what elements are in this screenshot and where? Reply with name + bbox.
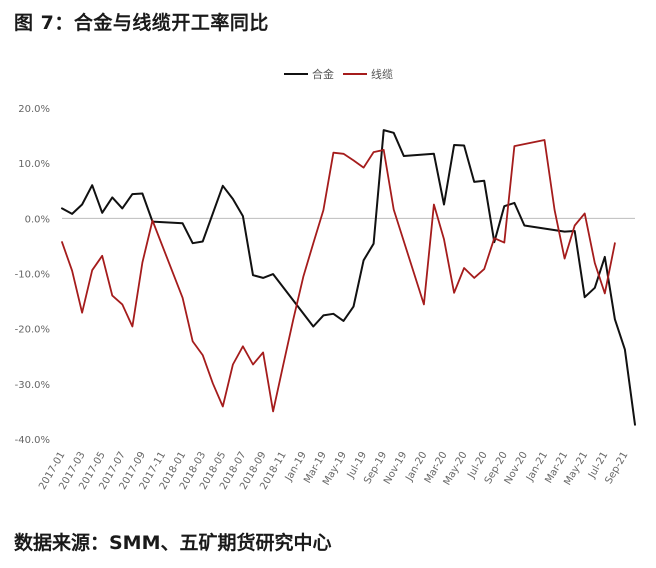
figure-title: 图 7：合金与线缆开工率同比 <box>14 12 269 34</box>
y-tick-label: -20.0% <box>15 325 50 336</box>
y-tick-label: 0.0% <box>25 214 50 225</box>
legend-label: 线缆 <box>371 67 393 81</box>
data-source-note: 数据来源：SMM、五矿期货研究中心 <box>14 532 332 554</box>
y-tick-label: -30.0% <box>15 380 50 391</box>
chart-container: 合金 线缆 20.0% 10.0% 0.0% -10.0% -20.0% -30.0% -40… <box>0 50 656 520</box>
y-axis: 20.0% 10.0% 0.0% -10.0% -20.0% -30.0% -40.0% <box>15 104 50 446</box>
y-tick-label: 20.0% <box>18 104 50 115</box>
y-tick-label: -40.0% <box>15 435 50 446</box>
y-tick-label: 10.0% <box>18 159 50 170</box>
series-line-cable <box>61 139 616 413</box>
line-chart: 合金 线缆 20.0% 10.0% 0.0% -10.0% -20.0% -30.0% -40… <box>15 67 636 492</box>
x-axis: 2017-012017-032017-052017-072017-092017-… <box>37 217 635 492</box>
legend-label: 合金 <box>312 67 334 81</box>
y-tick-label: -10.0% <box>15 270 50 281</box>
series-line-alloy <box>61 129 636 426</box>
plot-area <box>61 129 636 426</box>
chart-legend: 合金 线缆 <box>284 67 393 81</box>
